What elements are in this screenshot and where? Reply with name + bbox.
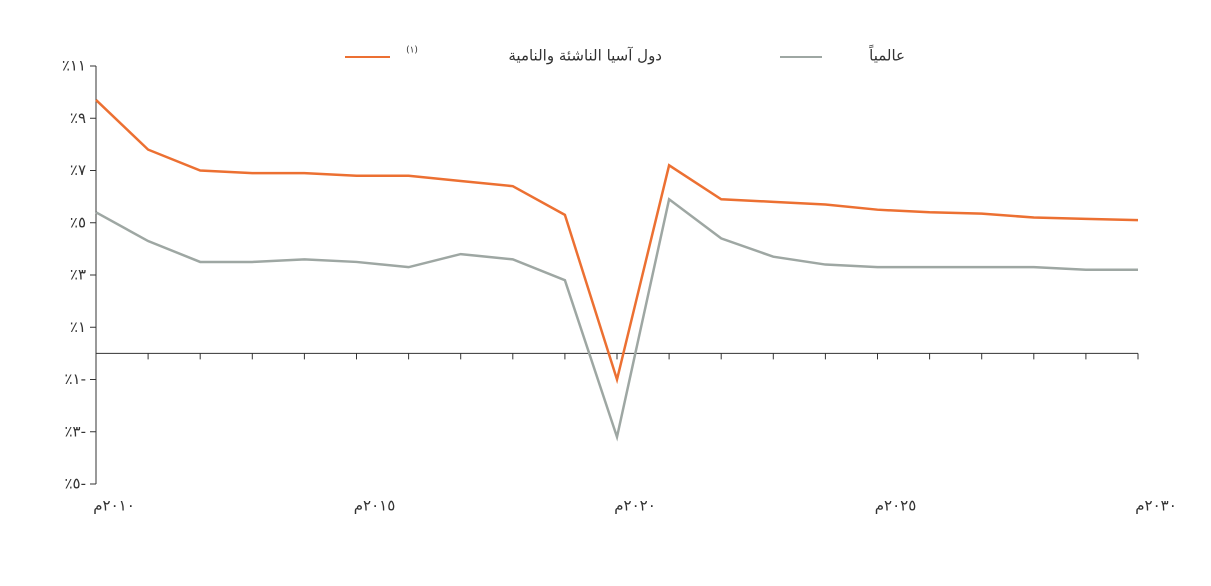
series-line — [95, 99, 1139, 385]
y-tick-label: ٪٩ — [70, 109, 86, 127]
y-tick-label: ٪٣- — [64, 422, 86, 440]
x-tick-label: ٢٠٣٠م — [1135, 497, 1177, 515]
y-tick-label: ٪٥- — [64, 475, 86, 493]
y-tick-label: ٪١١ — [62, 57, 86, 75]
series-line — [95, 197, 1138, 442]
y-tick-label: ٪١- — [64, 370, 86, 388]
x-tick-label: ٢٠٢٥م — [875, 497, 917, 515]
x-tick-label: ٢٠١٠م — [93, 497, 135, 515]
x-tick-label: ٢٠١٥م — [354, 497, 396, 515]
x-tick-label: ٢٠٢٠م — [614, 497, 656, 515]
y-tick-label: ٪١ — [70, 318, 86, 336]
legend-label: عالمياً — [868, 44, 905, 64]
legend-note: (١) — [406, 46, 418, 56]
y-tick-label: ٪٣ — [70, 266, 86, 284]
legend-label: دول آسيا الناشئة والنامية — [508, 47, 662, 65]
y-tick-label: ٪٥ — [70, 213, 86, 231]
y-tick-label: ٪٧ — [70, 161, 86, 179]
